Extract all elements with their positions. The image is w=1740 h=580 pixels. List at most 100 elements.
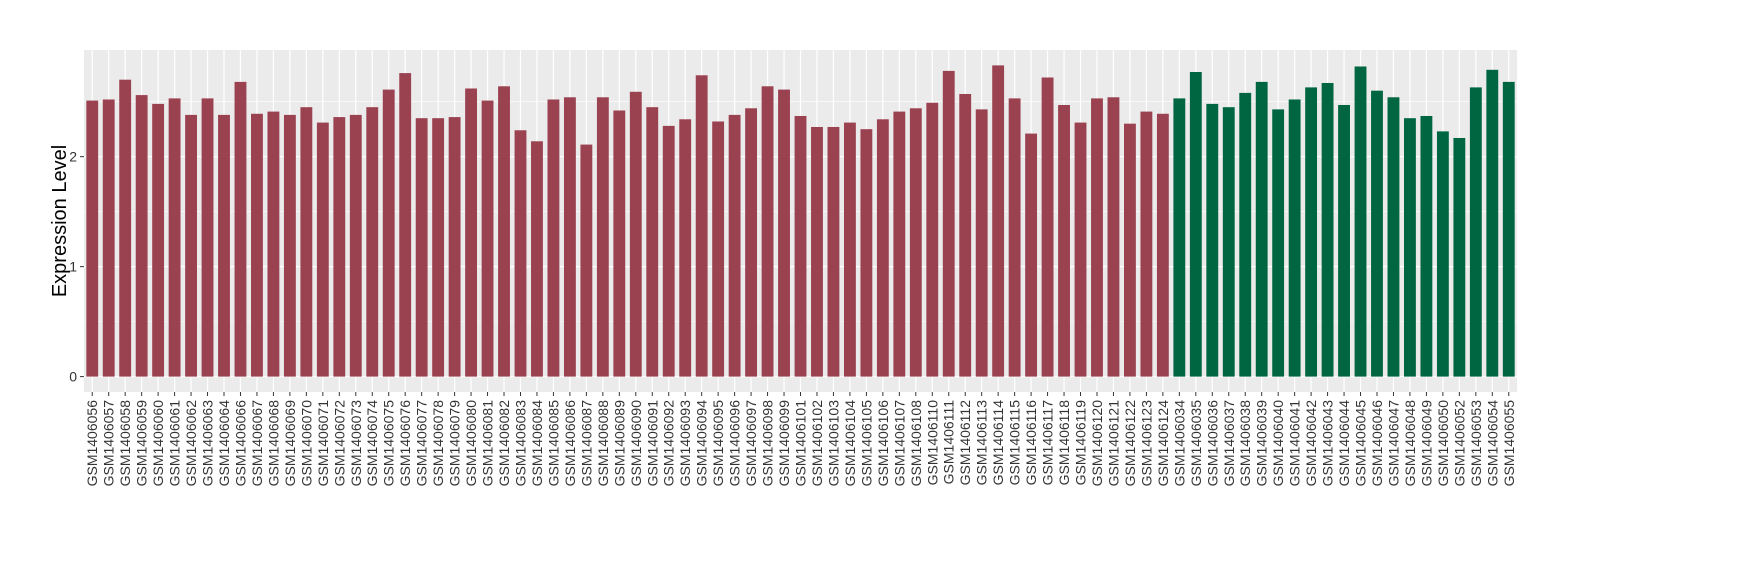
bar-GSM1406062 bbox=[185, 114, 197, 377]
bar-GSM1406035 bbox=[1189, 71, 1202, 377]
bar-GSM1406079 bbox=[448, 117, 461, 377]
bar-GSM1406099 bbox=[778, 89, 790, 377]
bar-GSM1406049 bbox=[1420, 115, 1433, 377]
bar-GSM1406063 bbox=[201, 98, 214, 377]
x-tick-label: GSM1406061 bbox=[167, 400, 183, 487]
bar-GSM1406077 bbox=[415, 118, 428, 377]
bar-GSM1406061 bbox=[168, 98, 181, 377]
bar-GSM1406107 bbox=[893, 111, 906, 377]
bar-GSM1406048 bbox=[1404, 118, 1416, 377]
x-tick-label: GSM1406111 bbox=[941, 400, 957, 485]
bar-GSM1406104 bbox=[843, 122, 856, 377]
bar-GSM1406085 bbox=[547, 99, 560, 377]
x-tick-label: GSM1406072 bbox=[331, 400, 347, 487]
x-tick-label: GSM1406044 bbox=[1336, 400, 1352, 487]
x-tick-label: GSM1406067 bbox=[249, 400, 265, 487]
x-tick-label: GSM1406103 bbox=[825, 400, 841, 487]
x-tick-label: GSM1406115 bbox=[1007, 400, 1023, 486]
bar-GSM1406073 bbox=[349, 114, 362, 377]
x-tick-label: GSM1406060 bbox=[150, 400, 166, 487]
x-tick-label: GSM1406094 bbox=[694, 400, 710, 487]
x-tick-label: GSM1406093 bbox=[677, 400, 693, 487]
x-tick-label: GSM1406096 bbox=[727, 400, 743, 487]
bar-GSM1406066 bbox=[234, 81, 247, 377]
y-axis-label: Expression Level bbox=[49, 145, 71, 297]
bar-GSM1406060 bbox=[152, 103, 165, 377]
bar-GSM1406115 bbox=[1008, 98, 1021, 377]
x-tick-label: GSM1406107 bbox=[891, 400, 907, 487]
bar-GSM1406084 bbox=[531, 141, 543, 377]
bar-GSM1406059 bbox=[135, 95, 148, 377]
bar-GSM1406043 bbox=[1321, 82, 1334, 377]
bar-GSM1406071 bbox=[316, 122, 329, 377]
bar-GSM1406078 bbox=[432, 118, 445, 377]
bar-GSM1406092 bbox=[662, 125, 675, 377]
x-tick-label: GSM1406058 bbox=[117, 400, 133, 487]
bar-GSM1406105 bbox=[860, 129, 873, 377]
bar-GSM1406081 bbox=[481, 100, 494, 377]
bar-GSM1406113 bbox=[975, 109, 988, 377]
x-tick-label: GSM1406083 bbox=[512, 400, 528, 487]
bar-GSM1406053 bbox=[1469, 87, 1482, 377]
bar-GSM1406058 bbox=[119, 79, 132, 377]
x-tick-label: GSM1406035 bbox=[1188, 400, 1204, 487]
x-tick-label: GSM1406037 bbox=[1221, 400, 1237, 487]
bar-GSM1406094 bbox=[695, 75, 708, 377]
x-tick-label: GSM1406112 bbox=[957, 400, 973, 486]
bar-GSM1406056 bbox=[86, 100, 99, 377]
bar-GSM1406111 bbox=[942, 70, 955, 377]
bar-GSM1406070 bbox=[300, 107, 313, 377]
bar-GSM1406037 bbox=[1222, 107, 1235, 377]
bar-GSM1406097 bbox=[745, 108, 758, 377]
bar-GSM1406088 bbox=[596, 97, 609, 377]
y-tick-label: 1 bbox=[69, 259, 77, 275]
x-tick-label: GSM1406048 bbox=[1402, 400, 1418, 487]
x-tick-label: GSM1406122 bbox=[1122, 400, 1138, 487]
x-tick-label: GSM1406104 bbox=[842, 400, 858, 487]
x-tick-label: GSM1406074 bbox=[364, 400, 380, 487]
bar-GSM1406110 bbox=[926, 102, 939, 377]
x-tick-label: GSM1406097 bbox=[743, 400, 759, 487]
x-tick-label: GSM1406055 bbox=[1501, 400, 1517, 487]
x-tick-label: GSM1406078 bbox=[430, 400, 446, 487]
bar-GSM1406106 bbox=[876, 119, 889, 377]
bar-GSM1406045 bbox=[1354, 66, 1367, 377]
x-tick-label: GSM1406123 bbox=[1138, 400, 1154, 487]
bar-GSM1406041 bbox=[1288, 99, 1301, 377]
x-tick-label: GSM1406121 bbox=[1105, 400, 1121, 487]
bar-GSM1406036 bbox=[1206, 103, 1219, 377]
x-tick-label: GSM1406040 bbox=[1270, 400, 1286, 487]
bar-GSM1406040 bbox=[1272, 109, 1285, 377]
bar-GSM1406114 bbox=[992, 65, 1005, 377]
x-tick-label: GSM1406076 bbox=[397, 400, 413, 487]
x-tick-label: GSM1406110 bbox=[924, 400, 940, 486]
x-axis: GSM1406056 GSM1406057 GSM1406058 GSM1406059… bbox=[84, 392, 1517, 486]
bar-GSM1406039 bbox=[1255, 81, 1268, 377]
bar-GSM1406091 bbox=[646, 107, 659, 377]
x-tick-label: GSM1406043 bbox=[1320, 400, 1336, 487]
x-tick-label: GSM1406113 bbox=[974, 400, 990, 486]
x-tick-label: GSM1406045 bbox=[1353, 400, 1369, 487]
x-tick-label: GSM1406057 bbox=[101, 400, 117, 487]
y-tick-label: 0 bbox=[69, 369, 77, 385]
bar-GSM1406118 bbox=[1058, 104, 1070, 377]
y-axis: 0 1 2 bbox=[69, 149, 84, 385]
bar-GSM1406087 bbox=[580, 144, 593, 377]
x-tick-label: GSM1406095 bbox=[710, 400, 726, 487]
x-tick-label: GSM1406039 bbox=[1254, 400, 1270, 487]
x-tick-label: GSM1406063 bbox=[200, 400, 216, 487]
x-tick-label: GSM1406068 bbox=[265, 400, 281, 487]
bar-GSM1406083 bbox=[514, 130, 527, 377]
bar-GSM1406089 bbox=[613, 110, 626, 377]
x-tick-label: GSM1406047 bbox=[1385, 400, 1401, 487]
bar-GSM1406076 bbox=[399, 73, 412, 377]
x-tick-label: GSM1406053 bbox=[1468, 400, 1484, 487]
bar-GSM1406046 bbox=[1371, 90, 1383, 377]
x-tick-label: GSM1406042 bbox=[1303, 400, 1319, 487]
x-tick-label: GSM1406041 bbox=[1287, 400, 1303, 487]
bar-GSM1406093 bbox=[679, 119, 692, 377]
x-tick-label: GSM1406119 bbox=[1073, 400, 1089, 486]
x-tick-label: GSM1406120 bbox=[1089, 400, 1105, 487]
bar-GSM1406055 bbox=[1502, 81, 1515, 377]
